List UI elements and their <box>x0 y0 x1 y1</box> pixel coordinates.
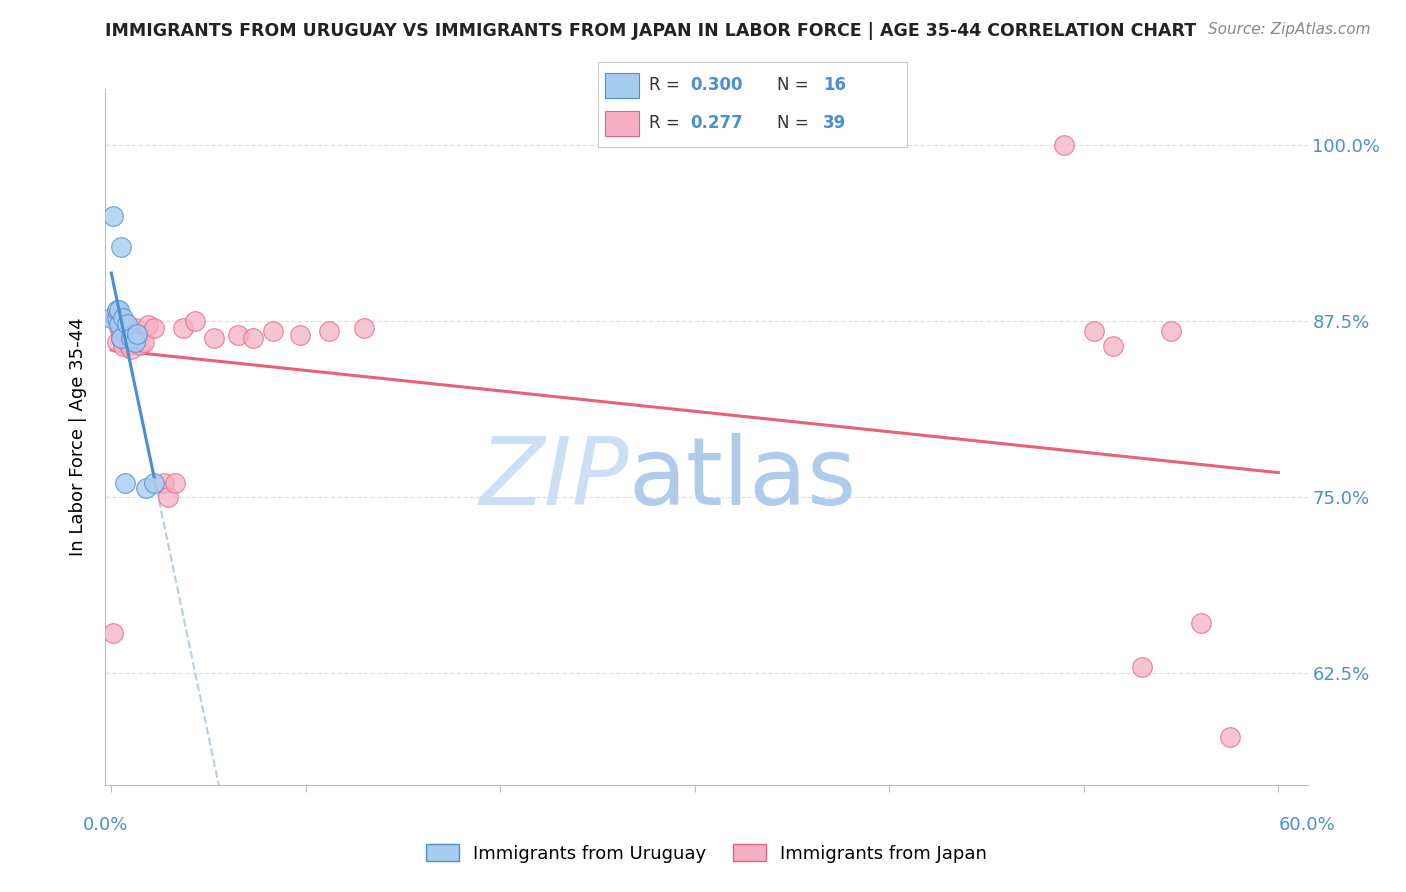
Text: 60.0%: 60.0% <box>1279 816 1336 834</box>
Point <box>108 321 131 335</box>
Text: 39: 39 <box>824 114 846 132</box>
FancyBboxPatch shape <box>605 72 640 98</box>
Point <box>262 324 284 338</box>
Point <box>1053 138 1076 153</box>
Text: ZIP: ZIP <box>479 434 628 524</box>
Point <box>353 321 375 335</box>
Point <box>1160 324 1182 338</box>
Point <box>318 324 340 338</box>
Point <box>125 326 148 341</box>
Point <box>226 328 249 343</box>
FancyBboxPatch shape <box>605 111 640 136</box>
Point <box>108 302 131 317</box>
Point <box>108 317 131 331</box>
Point <box>288 328 311 343</box>
Point <box>105 311 128 326</box>
Point <box>136 318 159 333</box>
Point <box>1189 616 1212 631</box>
Point <box>143 475 166 490</box>
Point <box>108 307 131 321</box>
Point <box>120 331 142 345</box>
Text: N =: N = <box>778 77 814 95</box>
Point <box>135 482 157 496</box>
Point <box>143 321 166 335</box>
Point <box>110 331 132 345</box>
Text: 0.0%: 0.0% <box>83 816 128 834</box>
Point <box>121 324 143 338</box>
Point <box>1083 324 1105 338</box>
Point <box>110 239 132 253</box>
Point <box>134 335 156 350</box>
Point <box>1219 730 1241 744</box>
Point <box>104 311 127 326</box>
Point <box>118 338 141 352</box>
Point <box>114 324 136 338</box>
Point <box>172 321 194 335</box>
Point <box>120 343 142 357</box>
Text: N =: N = <box>778 114 814 132</box>
Legend: Immigrants from Uruguay, Immigrants from Japan: Immigrants from Uruguay, Immigrants from… <box>419 837 994 870</box>
Point <box>111 311 134 326</box>
Point <box>202 331 225 345</box>
Text: R =: R = <box>648 77 685 95</box>
Point <box>115 317 138 331</box>
Point <box>111 339 134 353</box>
Point <box>105 335 128 350</box>
Point <box>153 475 176 490</box>
Point <box>1130 660 1153 674</box>
Point <box>105 302 128 317</box>
Point <box>100 311 122 326</box>
Point <box>1102 339 1125 353</box>
Text: Source: ZipAtlas.com: Source: ZipAtlas.com <box>1208 22 1371 37</box>
Point <box>103 209 125 223</box>
Point <box>110 324 132 338</box>
Text: 16: 16 <box>824 77 846 95</box>
Point <box>124 321 146 335</box>
Text: 0.300: 0.300 <box>690 77 742 95</box>
Y-axis label: In Labor Force | Age 35-44: In Labor Force | Age 35-44 <box>69 318 87 557</box>
Point <box>129 338 152 352</box>
Point <box>156 490 179 504</box>
Point <box>114 475 136 490</box>
Point <box>165 475 187 490</box>
Point <box>125 331 148 345</box>
Text: IMMIGRANTS FROM URUGUAY VS IMMIGRANTS FROM JAPAN IN LABOR FORCE | AGE 35-44 CORR: IMMIGRANTS FROM URUGUAY VS IMMIGRANTS FR… <box>105 22 1197 40</box>
Point <box>184 314 207 328</box>
Text: 0.277: 0.277 <box>690 114 744 132</box>
Point <box>124 335 146 350</box>
Point <box>110 331 132 345</box>
Point <box>103 626 125 640</box>
Point <box>242 331 264 345</box>
Text: atlas: atlas <box>628 433 856 524</box>
Text: R =: R = <box>648 114 685 132</box>
Point <box>115 321 138 335</box>
Point <box>120 328 142 343</box>
